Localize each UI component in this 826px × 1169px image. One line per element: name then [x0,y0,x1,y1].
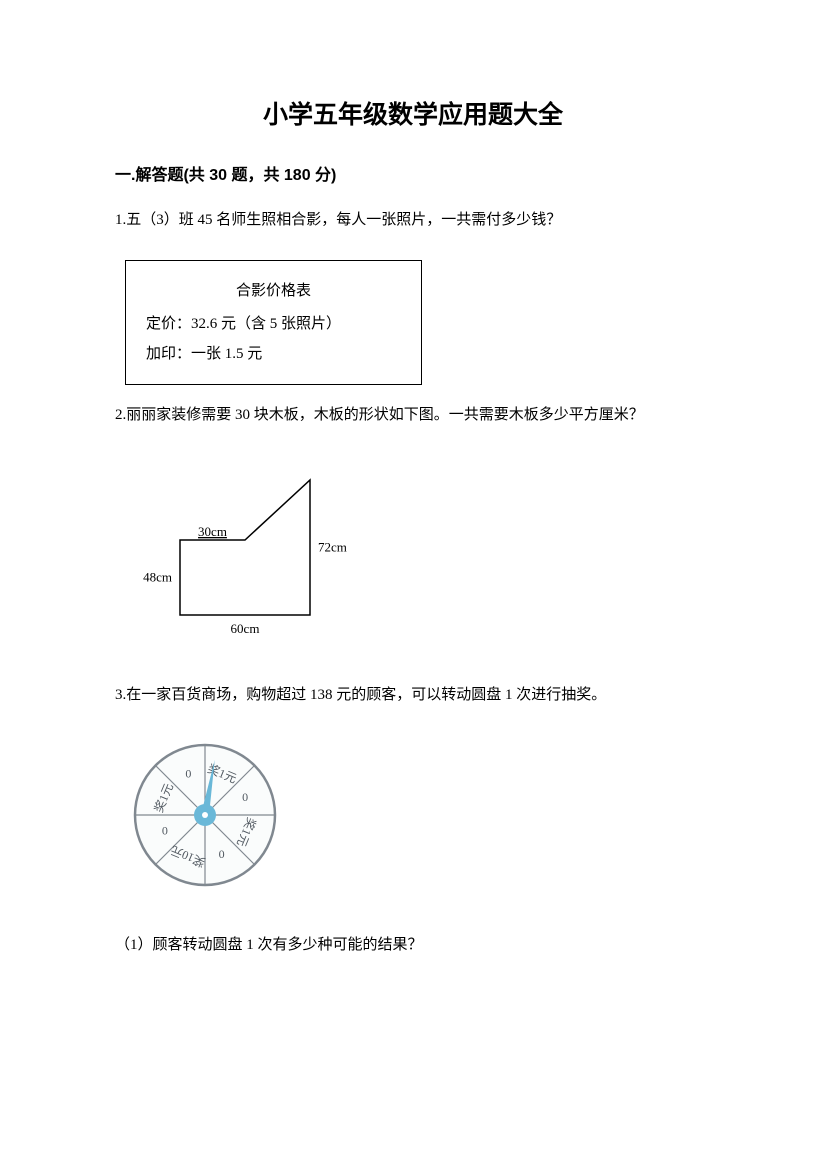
question-3-sub1: （1）顾客转动圆盘 1 次有多少种可能的结果？ [115,930,711,960]
svg-text:48cm: 48cm [143,570,172,585]
page-container: 小学五年级数学应用题大全 一.解答题(共 30 题，共 180 分) 1.五（3… [0,0,826,1169]
price-table-title: 合影价格表 [146,276,401,306]
svg-text:60cm: 60cm [231,621,260,636]
price-table-line1: 定价：32.6 元（含 5 张照片） [146,309,401,339]
price-table-box: 合影价格表 定价：32.6 元（含 5 张照片） 加印：一张 1.5 元 [125,260,422,385]
svg-text:0: 0 [242,790,248,804]
spinner-svg: 奖1元0奖1元0奖10元0奖1元0 [125,735,285,895]
svg-text:72cm: 72cm [318,540,347,555]
shape-svg: 30cm 72cm 48cm 60cm [125,460,385,640]
question-3: 3.在一家百货商场，购物超过 138 元的顾客，可以转动圆盘 1 次进行抽奖。 [115,680,711,710]
question-2: 2.丽丽家装修需要 30 块木板，木板的形状如下图。一共需要木板多少平方厘米？ [115,400,711,430]
shape-diagram: 30cm 72cm 48cm 60cm [125,460,711,645]
question-1: 1.五（3）班 45 名师生照相合影，每人一张照片，一共需付多少钱？ [115,205,711,235]
spinner-diagram: 奖1元0奖1元0奖10元0奖1元0 [125,735,711,900]
svg-text:0: 0 [162,823,168,837]
svg-text:30cm: 30cm [198,524,227,539]
svg-text:0: 0 [219,847,225,861]
page-title: 小学五年级数学应用题大全 [115,95,711,131]
section-header: 一.解答题(共 30 题，共 180 分) [115,161,711,185]
price-table-line2: 加印：一张 1.5 元 [146,339,401,369]
svg-text:0: 0 [185,767,191,781]
